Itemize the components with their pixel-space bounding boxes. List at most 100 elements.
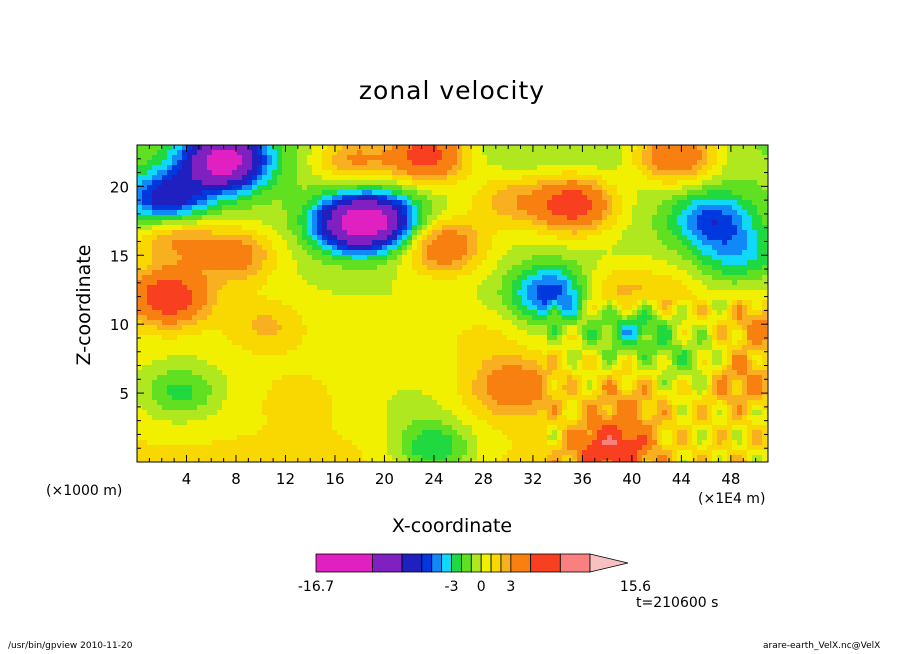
field-cell <box>417 155 423 161</box>
field-cell <box>587 305 593 311</box>
field-cell <box>407 145 413 151</box>
field-cell <box>387 325 393 331</box>
field-cell <box>502 205 508 211</box>
field-cell <box>342 245 348 251</box>
field-cell <box>657 300 663 306</box>
field-cell <box>552 250 558 256</box>
field-cell <box>412 215 418 221</box>
field-cell <box>472 205 478 211</box>
field-cell <box>702 235 708 241</box>
field-cell <box>457 165 463 171</box>
field-cell <box>537 180 543 186</box>
field-cell <box>172 225 178 231</box>
field-cell <box>447 220 453 226</box>
field-cell <box>422 330 428 336</box>
field-cell <box>762 240 768 246</box>
field-cell <box>192 225 198 231</box>
field-cell <box>517 215 523 221</box>
field-cell <box>737 180 743 186</box>
field-cell <box>572 190 578 196</box>
field-cell <box>272 260 278 266</box>
field-cell <box>182 215 188 221</box>
field-cell <box>672 150 678 156</box>
field-cell <box>312 315 318 321</box>
field-cell <box>152 340 158 346</box>
field-cell <box>462 220 468 226</box>
field-cell <box>482 190 488 196</box>
field-cell <box>217 215 223 221</box>
field-cell <box>597 250 603 256</box>
field-cell <box>342 295 348 301</box>
field-cell <box>682 335 688 341</box>
field-cell <box>277 285 283 291</box>
field-cell <box>592 215 598 221</box>
field-cell <box>592 330 598 336</box>
field-cell <box>642 235 648 241</box>
field-cell <box>457 250 463 256</box>
field-cell <box>737 320 743 326</box>
field-cell <box>692 185 698 191</box>
field-cell <box>732 205 738 211</box>
field-cell <box>147 165 153 171</box>
field-cell <box>442 145 448 151</box>
field-cell <box>187 205 193 211</box>
field-cell <box>232 330 238 336</box>
field-cell <box>682 205 688 211</box>
field-cell <box>707 305 713 311</box>
field-cell <box>247 240 253 246</box>
field-cell <box>157 205 163 211</box>
field-cell <box>427 325 433 331</box>
field-cell <box>142 195 148 201</box>
field-cell <box>362 225 368 231</box>
field-cell <box>632 255 638 261</box>
field-cell <box>682 190 688 196</box>
field-cell <box>707 255 713 261</box>
field-cell <box>377 230 383 236</box>
field-cell <box>607 300 613 306</box>
field-cell <box>657 200 663 206</box>
field-cell <box>632 180 638 186</box>
field-cell <box>267 255 273 261</box>
field-cell <box>282 255 288 261</box>
field-cell <box>342 190 348 196</box>
field-cell <box>342 160 348 166</box>
field-cell <box>157 315 163 321</box>
field-cell <box>177 285 183 291</box>
field-cell <box>477 145 483 151</box>
field-cell <box>187 180 193 186</box>
field-cell <box>467 315 473 321</box>
field-cell <box>407 170 413 176</box>
field-cell <box>717 275 723 281</box>
field-cell <box>267 235 273 241</box>
field-cell <box>487 315 493 321</box>
field-cell <box>477 325 483 331</box>
field-cell <box>282 180 288 186</box>
field-cell <box>607 185 613 191</box>
field-cell <box>647 220 653 226</box>
field-cell <box>742 170 748 176</box>
field-cell <box>187 170 193 176</box>
field-cell <box>702 290 708 296</box>
field-cell <box>367 330 373 336</box>
field-cell <box>252 230 258 236</box>
field-cell <box>722 245 728 251</box>
field-cell <box>402 325 408 331</box>
field-cell <box>347 310 353 316</box>
field-cell <box>167 275 173 281</box>
field-cell <box>327 165 333 171</box>
field-cell <box>332 295 338 301</box>
field-cell <box>487 235 493 241</box>
field-cell <box>307 265 313 271</box>
field-cell <box>277 150 283 156</box>
field-cell <box>687 255 693 261</box>
field-cell <box>627 295 633 301</box>
field-cell <box>627 310 633 316</box>
field-cell <box>482 260 488 266</box>
field-cell <box>602 260 608 266</box>
field-cell <box>447 305 453 311</box>
field-cell <box>722 290 728 296</box>
field-cell <box>737 150 743 156</box>
field-cell <box>702 155 708 161</box>
field-cell <box>167 215 173 221</box>
field-cell <box>652 145 658 151</box>
